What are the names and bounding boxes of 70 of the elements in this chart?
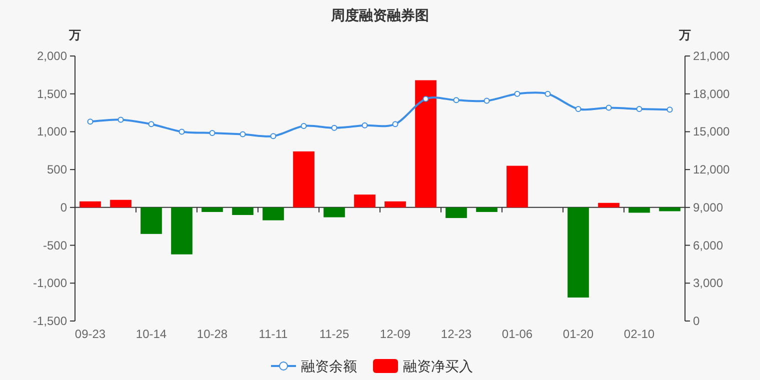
y-axis-title: 万: [68, 28, 81, 42]
y-tick-label: 2,000: [36, 49, 68, 63]
chart-title: 周度融资融券图: [330, 7, 429, 23]
bar: [446, 207, 467, 218]
point: [422, 96, 429, 102]
x-tick-label: 10-28: [196, 327, 228, 341]
point: [240, 131, 246, 138]
y2-tick-label: 15,000: [693, 124, 730, 139]
point: [178, 128, 185, 135]
legend-label: 融资净买入: [403, 358, 473, 374]
y2-tick-label: 3,000: [693, 276, 724, 290]
point: [606, 104, 612, 111]
y-tick-label: -1,500: [32, 314, 68, 328]
point: [362, 122, 368, 128]
x-tick-label: 09-23: [74, 327, 106, 341]
x-tick-label: 01-20: [562, 327, 594, 341]
y-tick-label: 0: [60, 200, 68, 214]
bar: [384, 201, 406, 208]
y2-tick-label: 6,000: [693, 238, 724, 252]
point: [118, 116, 124, 123]
y-tick-label: -1,000: [32, 276, 68, 290]
point: [453, 97, 460, 104]
bar: [202, 207, 223, 212]
bar: [628, 207, 650, 213]
bar: [354, 194, 376, 208]
y2-tick-label: 21,000: [693, 49, 730, 63]
y2-axis-title: 万: [678, 28, 691, 42]
bar: [232, 207, 254, 215]
bar: [324, 207, 345, 218]
point: [484, 98, 490, 104]
y2-tick-label: 18,000: [693, 86, 730, 101]
point: [514, 90, 520, 97]
bar: [171, 207, 192, 254]
point: [87, 118, 94, 125]
x-tick-label: 10-14: [136, 327, 167, 341]
y2-tick-label: 9,000: [693, 200, 724, 214]
bar: [262, 207, 284, 220]
x-tick-label: 11-11: [258, 327, 288, 341]
point: [575, 106, 582, 112]
point: [148, 121, 154, 128]
y-tick-label: 500: [46, 162, 68, 177]
y-tick-label: -500: [42, 238, 68, 252]
bar: [415, 80, 436, 208]
x-tick-label: 01-06: [502, 327, 533, 341]
bar: [598, 202, 620, 208]
y2-tick-label: 0: [693, 314, 700, 328]
x-tick-label: 11-25: [319, 327, 350, 341]
bar: [568, 207, 589, 298]
bar: [140, 207, 162, 234]
legend-label: 融资余额: [301, 358, 357, 374]
x-tick-label: 12-23: [440, 327, 472, 341]
point: [636, 106, 642, 112]
point: [392, 121, 398, 128]
point: [331, 124, 338, 131]
x-tick-label: 12-09: [380, 327, 411, 341]
bar: [659, 207, 680, 212]
y2-tick-label: 12,000: [693, 162, 730, 177]
x-tick-label: 02-10: [624, 327, 655, 341]
bar: [506, 166, 528, 208]
point: [270, 133, 276, 140]
bar: [110, 200, 132, 208]
point: [300, 123, 307, 130]
bar: [476, 207, 498, 212]
point: [666, 106, 673, 113]
y-tick-label: 1,500: [36, 86, 68, 101]
point: [209, 130, 216, 136]
bar: [293, 151, 314, 208]
y-tick-label: 1,000: [36, 124, 68, 139]
point: [544, 90, 551, 97]
bar: [80, 201, 101, 208]
